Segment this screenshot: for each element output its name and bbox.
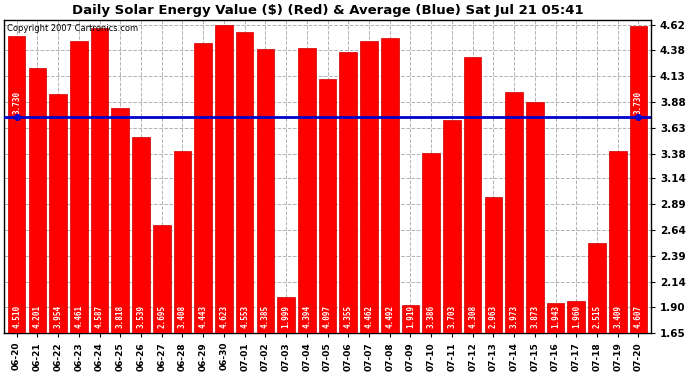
Text: 3.818: 3.818 (116, 304, 125, 328)
Bar (257, 49, 274, 375)
Text: 4.394: 4.394 (302, 304, 311, 328)
Text: 4.587: 4.587 (95, 304, 104, 328)
Bar (464, 57, 482, 375)
Bar (195, 43, 212, 375)
Bar (236, 32, 253, 375)
Text: 2.963: 2.963 (489, 304, 498, 328)
Bar (360, 41, 378, 375)
Text: 2.695: 2.695 (157, 304, 166, 328)
Bar (8, 36, 26, 375)
Bar (70, 41, 88, 375)
Text: 4.623: 4.623 (219, 304, 228, 328)
Bar (526, 102, 544, 375)
Text: 4.308: 4.308 (468, 304, 477, 328)
Bar (298, 48, 315, 375)
Bar (215, 25, 233, 375)
Bar (174, 151, 191, 375)
Bar (567, 301, 585, 375)
Bar (402, 305, 420, 375)
Text: 3.409: 3.409 (613, 304, 622, 328)
Text: 1.999: 1.999 (282, 304, 290, 328)
Bar (484, 197, 502, 375)
Text: 4.201: 4.201 (33, 304, 42, 328)
Bar (339, 53, 357, 375)
Bar (381, 38, 399, 375)
Text: 3.539: 3.539 (137, 304, 146, 328)
Text: 4.385: 4.385 (261, 304, 270, 328)
Text: 1.919: 1.919 (406, 304, 415, 328)
Title: Daily Solar Energy Value ($) (Red) & Average (Blue) Sat Jul 21 05:41: Daily Solar Energy Value ($) (Red) & Ave… (72, 4, 583, 17)
Text: 1.943: 1.943 (551, 304, 560, 328)
Bar (28, 68, 46, 375)
Text: 4.355: 4.355 (344, 304, 353, 328)
Text: 3.730: 3.730 (12, 91, 21, 114)
Bar (505, 92, 523, 375)
Text: 3.408: 3.408 (178, 304, 187, 328)
Bar (153, 225, 170, 375)
Bar (90, 28, 108, 375)
Text: 3.703: 3.703 (447, 304, 456, 328)
Bar (443, 120, 461, 375)
Text: 3.954: 3.954 (54, 304, 63, 328)
Bar (630, 26, 647, 375)
Bar (422, 153, 440, 375)
Bar (49, 94, 67, 375)
Bar (277, 297, 295, 375)
Text: 1.960: 1.960 (572, 304, 581, 328)
Text: 4.492: 4.492 (385, 304, 394, 328)
Text: 4.510: 4.510 (12, 304, 21, 328)
Bar (609, 150, 627, 375)
Bar (112, 108, 129, 375)
Text: 3.973: 3.973 (510, 304, 519, 328)
Text: Copyright 2007 Cartronics.com: Copyright 2007 Cartronics.com (8, 24, 139, 33)
Text: 4.443: 4.443 (199, 304, 208, 328)
Text: 4.607: 4.607 (634, 304, 643, 328)
Text: 4.462: 4.462 (364, 304, 373, 328)
Text: 3.386: 3.386 (426, 304, 435, 328)
Bar (319, 79, 336, 375)
Bar (132, 137, 150, 375)
Text: 3.873: 3.873 (531, 304, 540, 328)
Text: 4.461: 4.461 (75, 304, 83, 328)
Bar (588, 243, 606, 375)
Text: 4.553: 4.553 (240, 304, 249, 328)
Text: 4.097: 4.097 (323, 304, 332, 328)
Text: 3.730: 3.730 (634, 91, 643, 114)
Bar (546, 303, 564, 375)
Text: 2.515: 2.515 (593, 304, 602, 328)
